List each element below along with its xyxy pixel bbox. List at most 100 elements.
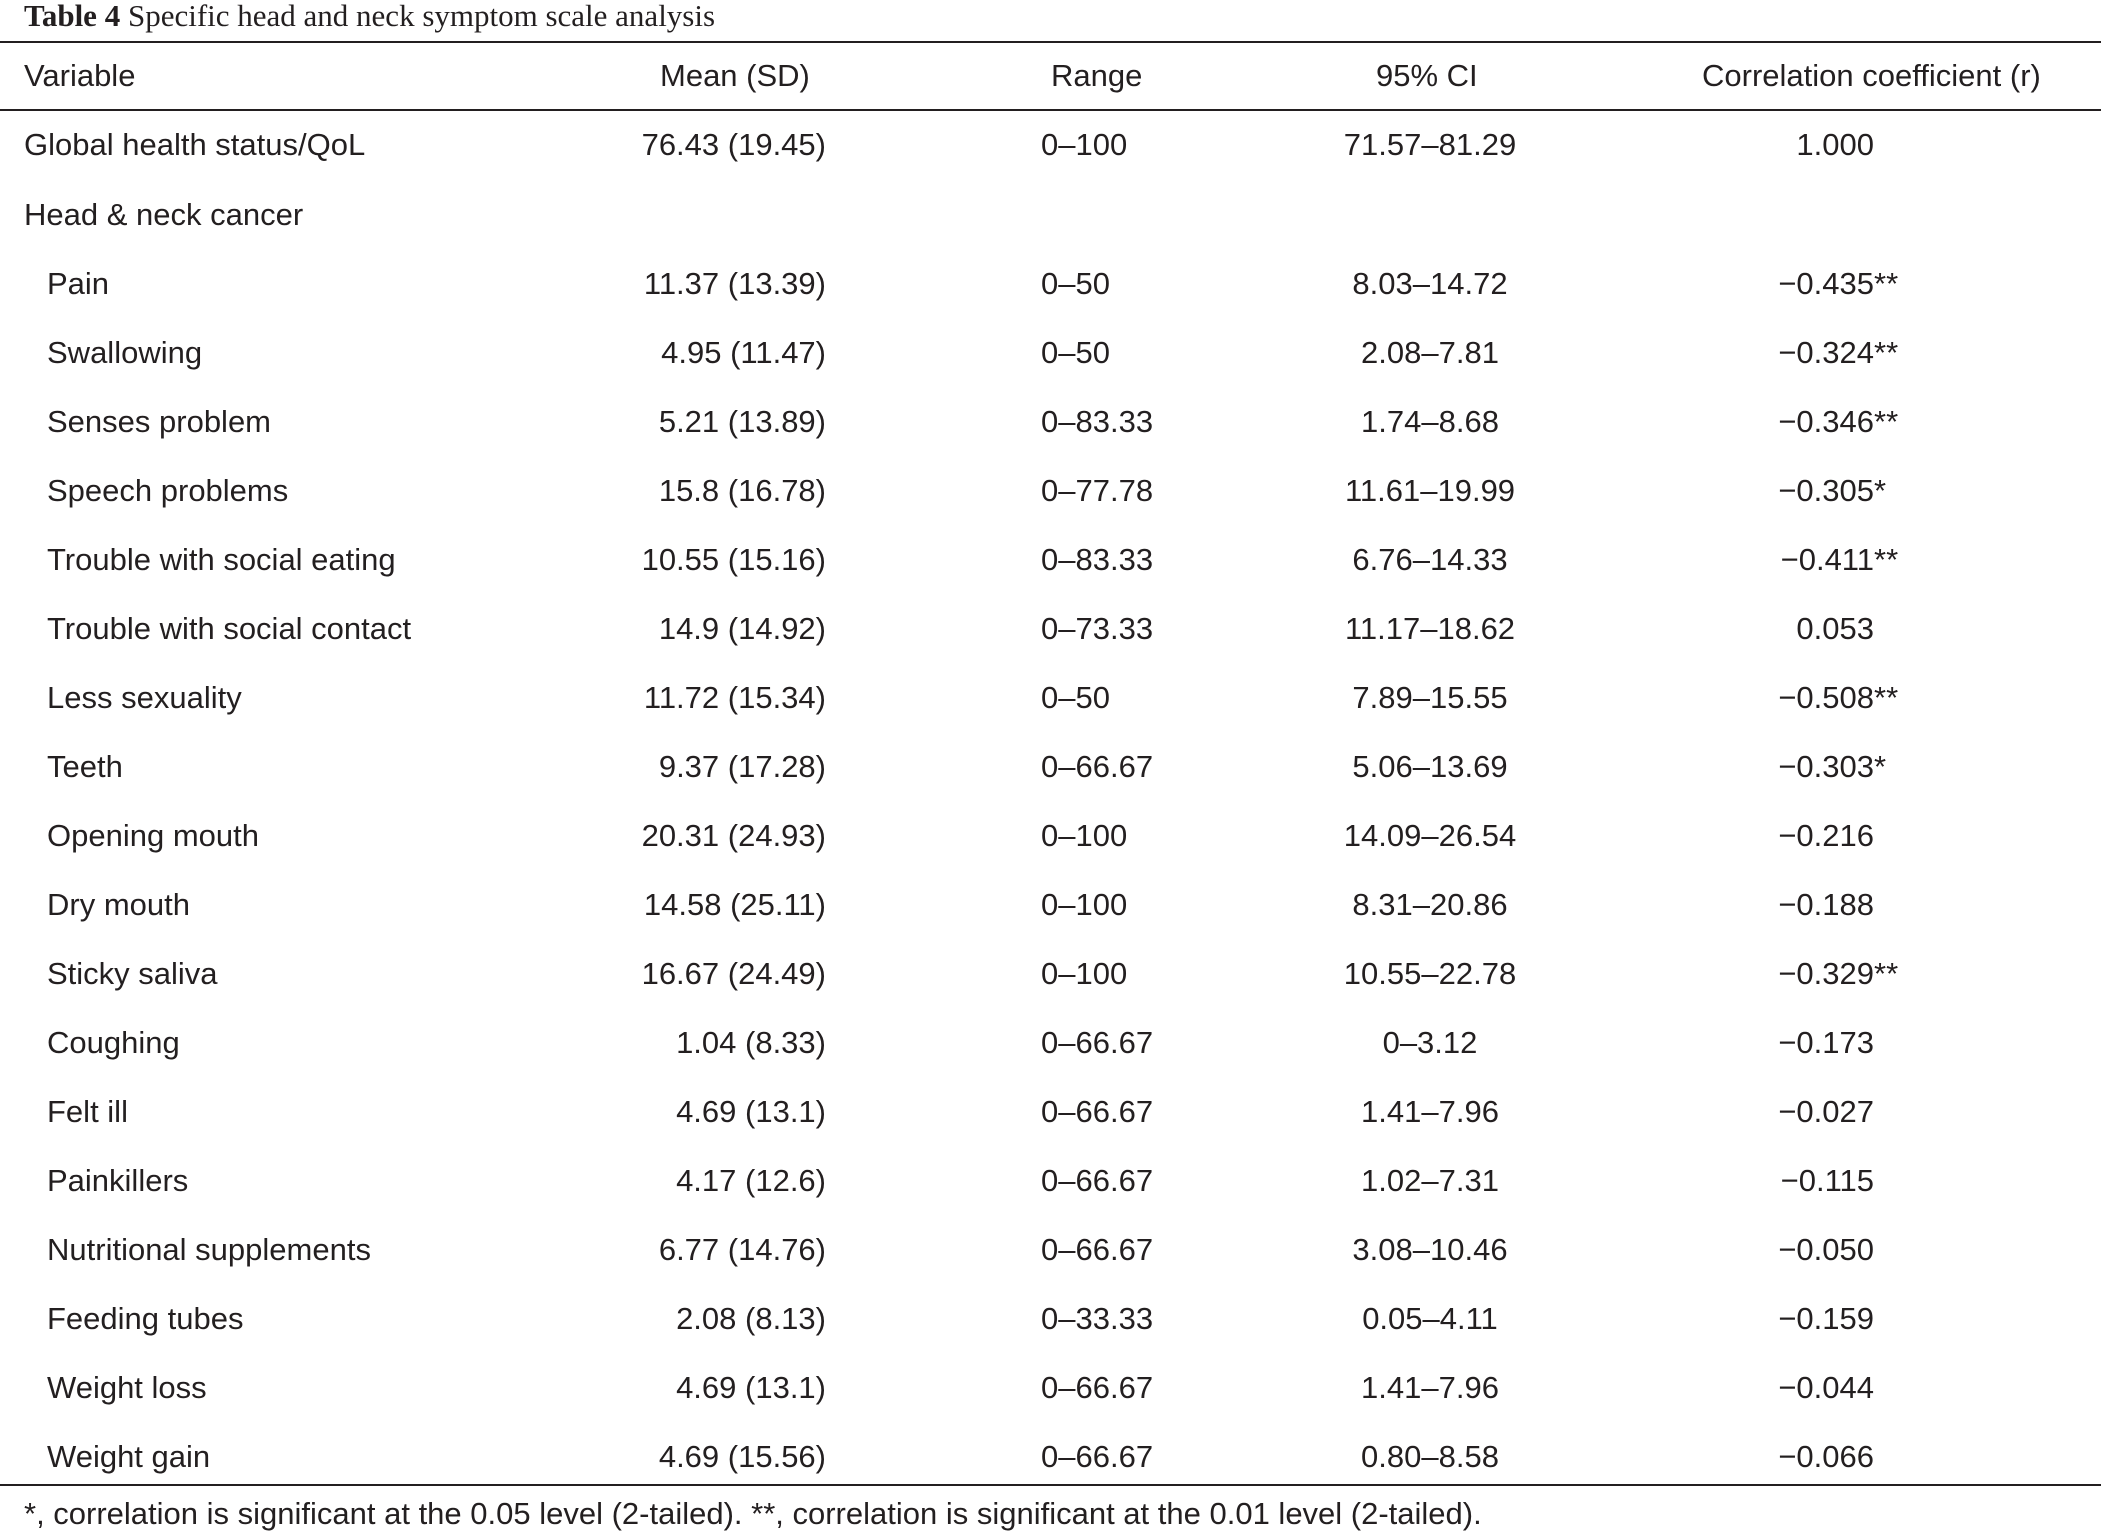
cell-variable-value: Felt ill	[47, 1093, 128, 1129]
cell-ci: 2.08–7.81	[1210, 318, 1620, 387]
cell-correlation: −0.411**	[1780, 541, 1899, 577]
table-row: Weight loss 4.69 (13.1) 0–66.67 1.41–7.96 −0…	[0, 1353, 2101, 1422]
cell-ci-value: 1.41–7.96	[1361, 1369, 1499, 1405]
table-row: Trouble with social eating 10.55 (15.16) 0…	[0, 525, 2101, 594]
cell-correlation: −0.159	[1620, 1284, 2101, 1353]
cell-ci: 8.03–14.72	[1210, 249, 1620, 318]
table-label: Table 4	[24, 0, 121, 33]
cell-ci-value: 6.76–14.33	[1352, 541, 1508, 577]
cell-mean-sd: 14.58 (25.11)	[560, 870, 910, 939]
cell-correlation-value: −0.027	[1778, 1093, 1874, 1129]
cell-correlation-value: −0.216	[1778, 817, 1874, 853]
cell-variable-value: Trouble with social contact	[47, 610, 412, 646]
cell-mean-sd-value: 76.43 (19.45)	[641, 126, 826, 162]
cell-ci-value: 1.74–8.68	[1361, 403, 1499, 439]
cell-range: 0–83.33	[910, 525, 1210, 594]
cell-ci: 0–3.12	[1210, 1008, 1620, 1077]
table-row: Felt ill 4.69 (13.1) 0–66.67 1.41–7.96 −0.02…	[0, 1077, 2101, 1146]
table-row: Head & neck cancer	[0, 180, 2101, 249]
cell-variable: Global health status/QoL	[0, 109, 560, 180]
cell-correlation: −0.027	[1620, 1077, 2101, 1146]
cell-correlation: −0.305*	[1778, 472, 1887, 508]
cell-range-value: 0–100	[1041, 126, 1128, 162]
cell-variable-value: Coughing	[47, 1024, 180, 1060]
cell-range-value: 0–66.67	[1041, 1162, 1154, 1198]
table-footnote: *, correlation is significant at the 0.0…	[24, 1496, 1482, 1531]
cell-range-value: 0–100	[1041, 955, 1128, 991]
cell-correlation: 0.053	[1620, 594, 2101, 663]
cell-correlation-value: −0.188	[1778, 886, 1874, 922]
cell-range: 0–66.67	[910, 1008, 1210, 1077]
cell-range-value: 0–100	[1041, 886, 1128, 922]
cell-ci: 10.55–22.78	[1210, 939, 1620, 1008]
cell-variable: Opening mouth	[0, 801, 560, 870]
cell-range: 0–50	[910, 249, 1210, 318]
cell-mean-sd-value: 4.69 (13.1)	[676, 1093, 826, 1129]
cell-range: 0–66.67	[910, 1146, 1210, 1215]
cell-variable-value: Weight loss	[47, 1369, 207, 1405]
cell-mean-sd: 11.72 (15.34)	[560, 663, 910, 732]
cell-correlation: 1.000	[1620, 109, 2101, 180]
cell-mean-sd-value: 20.31 (24.93)	[641, 817, 826, 853]
cell-mean-sd-value: 11.72 (15.34)	[643, 679, 826, 715]
cell-range-value: 0–66.67	[1041, 1369, 1154, 1405]
cell-mean-sd: 4.95 (11.47)	[560, 318, 910, 387]
cell-range: 0–66.67	[910, 732, 1210, 801]
bottom-rule	[0, 1484, 2101, 1486]
cell-mean-sd-value: 10.55 (15.16)	[641, 541, 826, 577]
cell-range-value: 0–66.67	[1041, 1024, 1154, 1060]
cell-range: 0–50	[910, 318, 1210, 387]
cell-ci-value: 8.31–20.86	[1352, 886, 1508, 922]
cell-ci-value: 3.08–10.46	[1352, 1231, 1508, 1267]
cell-correlation: −0.508**	[1778, 679, 1899, 715]
cell-ci: 0.05–4.11	[1210, 1284, 1620, 1353]
table-row: Weight gain 4.69 (15.56) 0–66.67 0.80–8.58 −…	[0, 1422, 2101, 1491]
table-row: Dry mouth 14.58 (25.11) 0–100 8.31–20.86 −0.…	[0, 870, 2101, 939]
cell-range: 0–66.67	[910, 1422, 1210, 1491]
cell-correlation: −0.173	[1620, 1008, 2101, 1077]
cell-range: 0–100	[910, 870, 1210, 939]
cell-variable: Felt ill	[0, 1077, 560, 1146]
table-row: Opening mouth 20.31 (24.93) 0–100 14.09–26.…	[0, 801, 2101, 870]
cell-variable: Coughing	[0, 1008, 560, 1077]
cell-correlation: −0.346**	[1778, 403, 1899, 439]
cell-ci: 11.61–19.99	[1210, 456, 1620, 525]
cell-correlation: −0.188	[1620, 870, 2101, 939]
cell-variable-value: Teeth	[47, 748, 123, 784]
cell-ci: 6.76–14.33	[1210, 525, 1620, 594]
cell-mean-sd-value: 4.95 (11.47)	[661, 334, 826, 370]
cell-ci-value: 8.03–14.72	[1352, 265, 1508, 301]
cell-mean-sd: 76.43 (19.45)	[560, 109, 910, 180]
cell-ci-value: 14.09–26.54	[1343, 817, 1517, 853]
cell-mean-sd: 15.8 (16.78)	[560, 456, 910, 525]
cell-correlation-value: −0.508	[1778, 679, 1874, 715]
cell-ci-value: 0.80–8.58	[1361, 1438, 1499, 1474]
cell-ci: 1.02–7.31	[1210, 1146, 1620, 1215]
cell-variable-value: Head & neck cancer	[24, 196, 304, 232]
cell-variable-value: Trouble with social eating	[47, 541, 396, 577]
cell-mean-sd: 4.69 (13.1)	[560, 1077, 910, 1146]
cell-variable-value: Weight gain	[47, 1438, 211, 1474]
cell-variable-value: Speech problems	[47, 472, 289, 508]
cell-range: 0–77.78	[910, 456, 1210, 525]
cell-variable: Sticky saliva	[0, 939, 560, 1008]
cell-mean-sd-value: 4.69 (15.56)	[658, 1438, 826, 1474]
cell-variable-value: Feeding tubes	[47, 1300, 244, 1336]
cell-mean-sd-value: 15.8 (16.78)	[658, 472, 826, 508]
cell-range-value: 0–66.67	[1041, 1093, 1154, 1129]
cell-range-value: 0–50	[1041, 334, 1110, 370]
cell-range: 0–66.67	[910, 1215, 1210, 1284]
cell-mean-sd: 6.77 (14.76)	[560, 1215, 910, 1284]
cell-mean-sd-value: 2.08 (8.13)	[676, 1300, 826, 1336]
cell-mean-sd: 16.67 (24.49)	[560, 939, 910, 1008]
cell-ci: 8.31–20.86	[1210, 870, 1620, 939]
cell-ci-value: 7.89–15.55	[1352, 679, 1508, 715]
cell-correlation: −0.329**	[1778, 955, 1899, 991]
cell-range-value: 0–66.67	[1041, 748, 1154, 784]
cell-mean-sd: 11.37 (13.39)	[560, 249, 910, 318]
top-rule	[0, 41, 2101, 43]
table-row: Sticky saliva 16.67 (24.49) 0–100 10.55–22.…	[0, 939, 2101, 1008]
cell-correlation-value: 1.000	[1796, 126, 1874, 162]
cell-ci-value: 1.02–7.31	[1361, 1162, 1499, 1198]
cell-range: 0–66.67	[910, 1353, 1210, 1422]
